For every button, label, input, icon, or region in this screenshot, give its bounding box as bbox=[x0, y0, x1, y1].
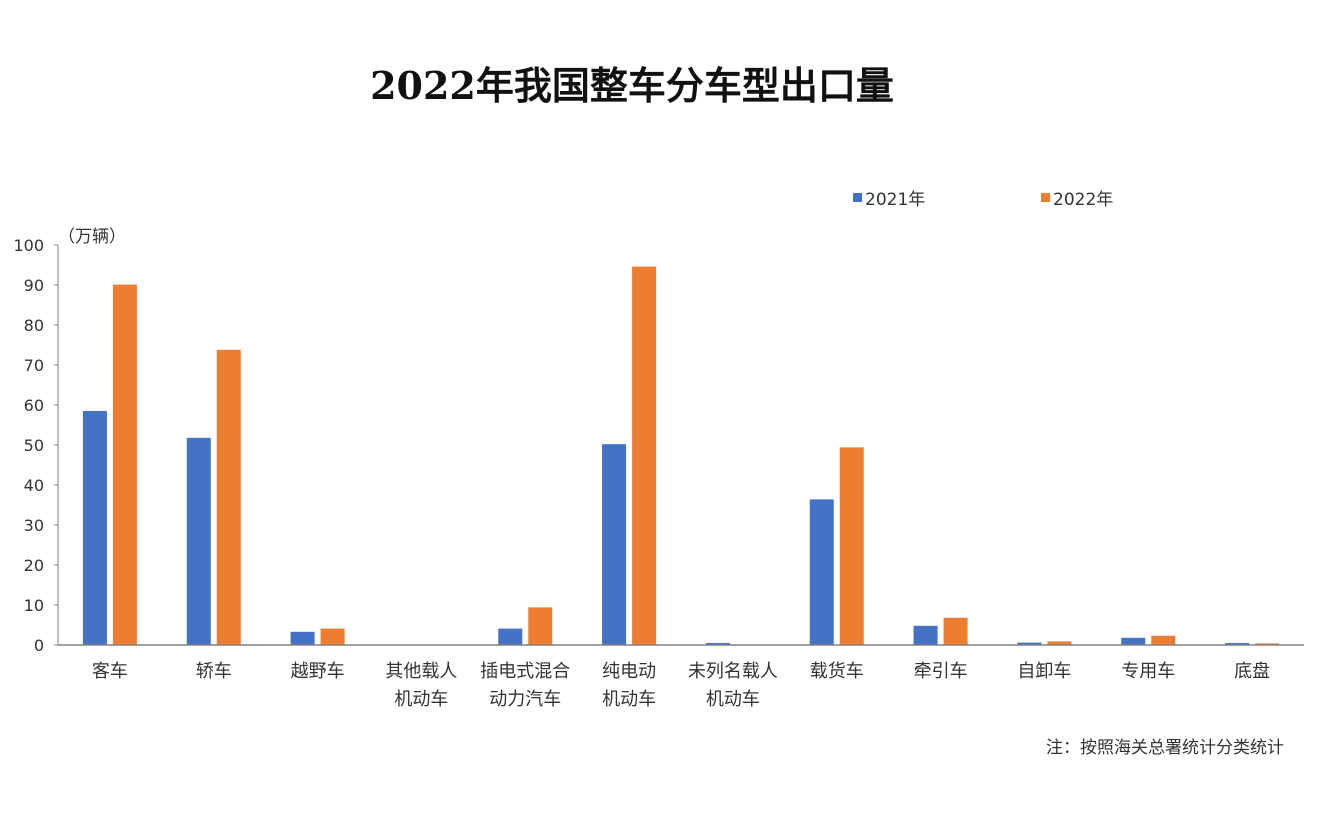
x-category-label: 牵引车 bbox=[914, 661, 968, 682]
bar-2022-9 bbox=[1047, 641, 1072, 645]
y-axis-unit-label: （万辆） bbox=[58, 227, 126, 247]
y-tick-label: 10 bbox=[24, 596, 44, 615]
y-tick-label: 40 bbox=[24, 476, 44, 495]
bar-2022-1 bbox=[216, 349, 241, 645]
bar-2021-4 bbox=[498, 628, 523, 645]
bar-2021-0 bbox=[82, 411, 107, 645]
bar-2022-11 bbox=[1255, 643, 1280, 645]
bar-2022-2 bbox=[320, 628, 345, 645]
y-tick-label: 20 bbox=[24, 556, 44, 575]
x-category-label: 越野车 bbox=[291, 661, 345, 682]
bar-2022-5 bbox=[632, 266, 657, 645]
bar-2021-6 bbox=[705, 643, 730, 645]
bar-2022-7 bbox=[839, 447, 864, 645]
x-category-label: 底盘 bbox=[1234, 661, 1270, 682]
bar-2021-7 bbox=[809, 499, 834, 645]
bar-2022-8 bbox=[943, 617, 968, 645]
x-category-label: 插电式混合动力汽车 bbox=[480, 661, 570, 710]
footnote: 注：按照海关总署统计分类统计 bbox=[1046, 738, 1284, 758]
bar-2021-5 bbox=[602, 444, 627, 645]
bar-2021-11 bbox=[1225, 643, 1250, 645]
y-tick-label: 60 bbox=[24, 396, 44, 415]
bar-2021-9 bbox=[1017, 642, 1042, 645]
y-tick-label: 70 bbox=[24, 356, 44, 375]
x-category-label: 未列名载人机动车 bbox=[688, 661, 778, 710]
x-category-label: 客车 bbox=[92, 661, 128, 682]
legend-label-2021: 2021年 bbox=[865, 190, 926, 210]
legend-swatch-2021 bbox=[853, 193, 862, 202]
y-tick-label: 100 bbox=[13, 236, 44, 255]
bar-2021-2 bbox=[290, 631, 315, 645]
bar-2021-10 bbox=[1121, 637, 1146, 645]
legend-swatch-2022 bbox=[1041, 193, 1050, 202]
x-category-label: 其他载人机动车 bbox=[385, 661, 457, 710]
legend-item-2021: 2021年 bbox=[853, 185, 925, 210]
bar-2022-4 bbox=[528, 607, 553, 645]
x-category-label: 专用车 bbox=[1121, 661, 1175, 682]
legend-item-2022: 2022年 bbox=[1041, 185, 1113, 210]
x-category-label: 纯电动机动车 bbox=[602, 661, 656, 710]
y-tick-label: 30 bbox=[24, 516, 44, 535]
y-tick-label: 90 bbox=[24, 276, 44, 295]
bar-2021-1 bbox=[186, 437, 211, 645]
x-category-label: 载货车 bbox=[810, 661, 864, 682]
bar-2022-10 bbox=[1151, 635, 1176, 645]
y-tick-label: 50 bbox=[24, 436, 44, 455]
bar-2021-8 bbox=[913, 625, 938, 645]
bar-2022-0 bbox=[112, 284, 137, 645]
y-tick-label: 0 bbox=[34, 636, 44, 655]
x-category-label: 自卸车 bbox=[1017, 661, 1071, 682]
legend-label-2022: 2022年 bbox=[1053, 190, 1114, 210]
x-category-label: 轿车 bbox=[196, 661, 232, 682]
legend: 2021年 2022年 bbox=[0, 185, 1321, 211]
y-tick-label: 80 bbox=[24, 316, 44, 335]
chart-title: 2022年我国整车分车型出口量 bbox=[370, 63, 894, 108]
